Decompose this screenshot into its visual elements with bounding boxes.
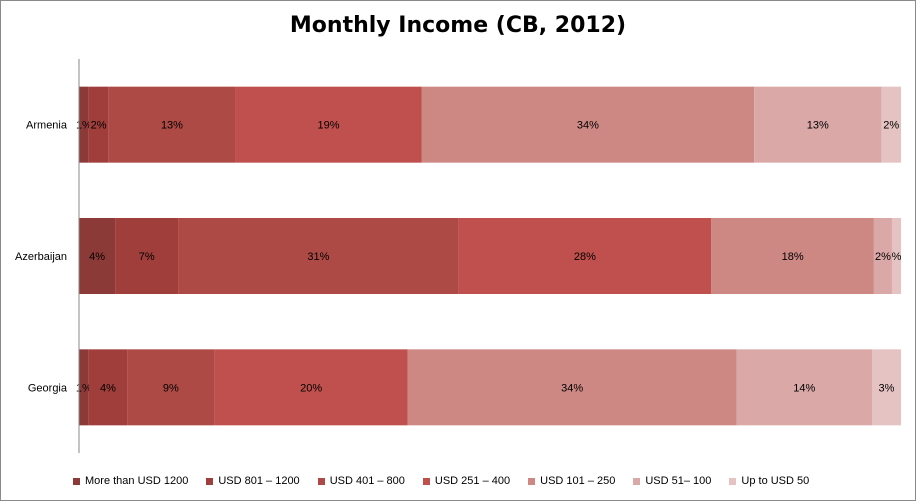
bar-segment <box>881 86 901 163</box>
legend-item: USD 51– 100 <box>633 475 711 487</box>
legend-label: USD 101 – 250 <box>540 475 616 487</box>
data-label: 20% <box>300 382 322 394</box>
data-label: 1% <box>76 382 92 394</box>
legend-swatch <box>633 477 641 485</box>
data-label: 34% <box>561 382 583 394</box>
data-label: 4% <box>100 382 116 394</box>
bar-segment <box>891 218 901 294</box>
legend-label: More than USD 1200 <box>85 475 189 487</box>
bar-segment <box>79 86 89 163</box>
data-label: 4% <box>89 251 105 263</box>
bar-segment <box>235 86 422 163</box>
legend-item: More than USD 1200 <box>73 475 188 487</box>
data-label: 9% <box>163 382 179 394</box>
data-label: 31% <box>307 251 329 263</box>
legend-label: USD 251 – 400 <box>434 475 511 487</box>
bar-segment <box>88 86 109 163</box>
bar-segment <box>127 349 215 426</box>
legend-swatch <box>729 477 737 485</box>
data-label: 13% <box>807 120 829 132</box>
data-label: 19% <box>318 120 340 132</box>
category-label: Azerbaijan <box>15 251 67 263</box>
legend-item: USD 251 – 400 <box>422 475 511 487</box>
data-label: 7% <box>139 251 155 263</box>
bar-segment <box>421 86 755 163</box>
bar-segment <box>871 349 901 426</box>
data-label: 13% <box>161 120 183 132</box>
legend-label: USD 801 – 1200 <box>218 475 300 487</box>
legend-swatch <box>528 477 536 485</box>
bar-segment <box>407 349 737 426</box>
bar-segment <box>79 349 89 426</box>
legend-swatch <box>422 477 430 485</box>
bar-segment <box>108 86 236 163</box>
chart-title: Monthly Income (CB, 2012) <box>289 13 627 38</box>
category-label: Georgia <box>28 382 68 394</box>
bar-segment <box>736 349 872 426</box>
legend-item: USD 801 – 1200 <box>206 475 300 487</box>
legend-item: USD 101 – 250 <box>528 475 615 487</box>
data-label: 1% <box>76 120 92 132</box>
legend-item: USD 401 – 800 <box>317 475 405 487</box>
data-label: 2% <box>875 251 891 263</box>
data-label: 28% <box>574 251 596 263</box>
data-label: 14% <box>793 382 815 394</box>
bar-segment <box>88 349 128 426</box>
data-label: 2% <box>91 120 107 132</box>
bar-segment <box>79 218 116 294</box>
data-label: 3% <box>879 382 895 394</box>
legend-label: Up to USD 50 <box>741 475 810 487</box>
bar-segment <box>115 218 179 294</box>
data-label: % <box>892 251 902 263</box>
bar-segment <box>711 218 874 294</box>
legend-swatch <box>206 477 214 485</box>
bar-segment <box>458 218 712 294</box>
bar-segment <box>754 86 882 163</box>
legend-label: USD 401 – 800 <box>329 475 405 487</box>
legend-label: USD 51– 100 <box>645 475 712 487</box>
legend-swatch <box>317 477 325 485</box>
bar-segment <box>178 218 459 294</box>
legend: More than USD 1200 USD 801 – 1200 USD 401 … <box>73 473 903 489</box>
data-label: 18% <box>782 251 804 263</box>
category-label: Armenia <box>26 120 68 132</box>
bar-segment <box>873 218 892 294</box>
data-label: 2% <box>883 120 899 132</box>
bar-segment <box>214 349 408 426</box>
legend-item: Up to USD 50 <box>729 475 809 487</box>
legend-swatch <box>73 477 80 485</box>
data-label: 34% <box>577 120 599 132</box>
